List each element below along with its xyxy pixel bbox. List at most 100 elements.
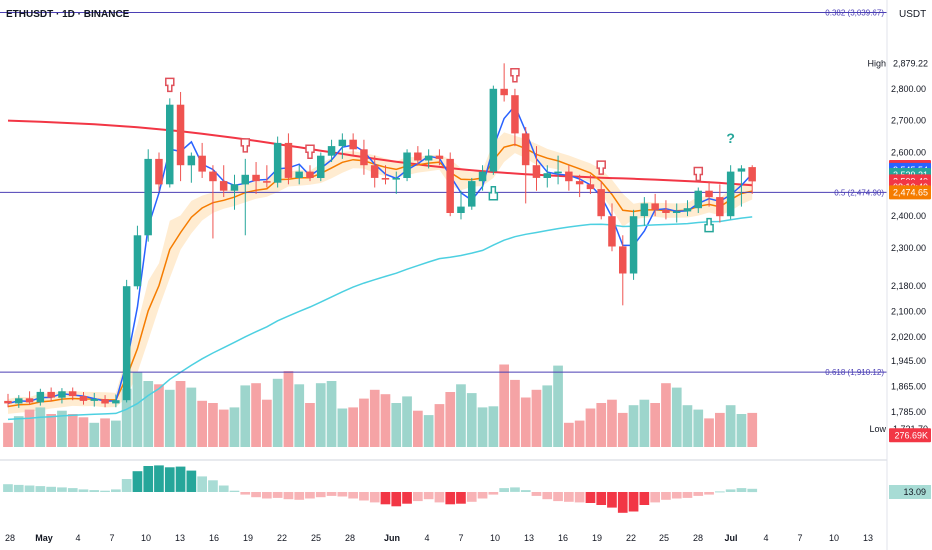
moving-average-layer — [7, 104, 753, 421]
oscillator-bar — [391, 492, 402, 507]
time-tick-label: 10 — [141, 533, 151, 543]
price-tick-label: 1,865.00 — [891, 382, 926, 392]
oscillator-bar — [531, 492, 542, 496]
volume-bar — [682, 405, 693, 447]
price-tick-label: 2,600.00 — [891, 147, 926, 157]
time-tick-label: 19 — [243, 533, 253, 543]
candle-body — [565, 171, 573, 182]
price-tick-label: 2,700.00 — [891, 116, 926, 126]
oscillator-badge — [889, 485, 931, 499]
volume-bar — [477, 407, 488, 447]
candle-body — [241, 174, 249, 185]
oscillator-bar — [510, 487, 520, 492]
volume-bar — [132, 372, 143, 447]
oscillator-bar — [13, 484, 24, 493]
volume-bar — [218, 409, 229, 447]
price-tick-label: 2,100.00 — [891, 307, 926, 317]
fib-level-label: 0.5 (2,474.90) — [834, 188, 884, 197]
oscillator-bar — [617, 492, 628, 513]
ma-line-fast — [7, 104, 753, 405]
candle-body — [575, 181, 584, 185]
candle-body — [15, 398, 23, 404]
oscillator-bar — [218, 485, 229, 492]
volume-bar — [294, 384, 305, 447]
volume-bar — [251, 383, 261, 447]
price-badge-value: 2,879.22 — [893, 59, 928, 69]
volume-bar — [240, 385, 251, 447]
candle-body — [68, 391, 77, 397]
oscillator-bar — [283, 492, 294, 500]
volume-bar — [671, 387, 682, 447]
candle-body — [122, 286, 131, 401]
symbol-title: ETHUSDT · 1D · BINANCE — [6, 9, 130, 20]
volume-bar — [272, 378, 283, 447]
oscillator-bar — [488, 492, 499, 495]
oscillator-bar — [639, 492, 650, 505]
oscillator-bar — [596, 492, 607, 505]
fib-level-label: 0.382 (3,039.67) — [825, 8, 884, 17]
volume-bar — [413, 410, 423, 447]
sell-hand-icon — [510, 68, 520, 83]
candle-body — [489, 88, 498, 172]
volume-bar — [100, 418, 110, 447]
candle-body — [640, 203, 649, 217]
volume-bar — [488, 406, 499, 447]
candle-body — [435, 155, 444, 159]
time-tick-label: 4 — [75, 533, 80, 543]
volume-bar — [607, 399, 617, 447]
volume-bar — [510, 379, 520, 447]
candle-body — [349, 139, 357, 150]
volume-bar — [283, 371, 294, 447]
annotation-layer: ? — [165, 68, 735, 233]
oscillator-bar — [251, 492, 261, 498]
oscillator-bar — [542, 492, 553, 500]
volume-bar — [391, 403, 402, 447]
price-tick-label: 2,300.00 — [891, 243, 926, 253]
oscillator-bar — [661, 492, 671, 500]
oscillator-bar — [693, 492, 704, 496]
volume-bar — [13, 416, 24, 447]
volume-bar — [67, 414, 78, 447]
candle-body — [521, 133, 530, 166]
oscillator-bar — [272, 492, 283, 498]
volume-bar — [121, 388, 132, 447]
oscillator-bar — [229, 490, 240, 492]
time-tick-label: 4 — [763, 533, 768, 543]
candle-body — [629, 216, 638, 274]
volume-bar — [111, 420, 121, 447]
candle-body — [79, 396, 88, 401]
volume-bar — [650, 403, 660, 447]
time-axis[interactable]: 28 May 4 7 10 13 16 19 22 25 28 Jun 4 7 10 13 16 19 22 25 28… — [5, 533, 873, 543]
volume-bar — [78, 417, 89, 447]
currency-label[interactable]: USDT — [899, 9, 926, 20]
candle-body — [370, 165, 379, 178]
oscillator-bar — [671, 492, 682, 499]
oscillator-layer — [3, 465, 758, 513]
candle-body — [176, 104, 185, 166]
candle-body — [478, 171, 487, 182]
candle-body — [306, 171, 314, 178]
sell-hand-icon — [240, 138, 251, 153]
buy-hand-icon — [488, 186, 499, 201]
oscillator-bar — [78, 489, 89, 492]
candle-body — [726, 171, 735, 217]
candle-body — [414, 152, 422, 161]
time-tick-label: 13 — [175, 533, 185, 543]
candle-body — [219, 181, 228, 191]
volume-bar — [186, 387, 197, 447]
price-axis[interactable] — [887, 0, 932, 550]
price-tick-label: 2,400.00 — [891, 211, 926, 221]
fib-level-label: 0.618 (1,910.12) — [825, 368, 884, 377]
volume-bar — [617, 412, 628, 447]
time-tick-label: 7 — [458, 533, 463, 543]
candle-body — [4, 400, 12, 404]
oscillator-bar — [3, 484, 13, 492]
time-tick-label: 25 — [659, 533, 669, 543]
volume-bar — [369, 389, 380, 447]
sell-hand-icon — [693, 166, 704, 182]
volume-bar — [164, 389, 175, 447]
oscillator-bar — [607, 492, 617, 508]
oscillator-bar — [715, 491, 725, 493]
price-badge — [889, 428, 931, 443]
